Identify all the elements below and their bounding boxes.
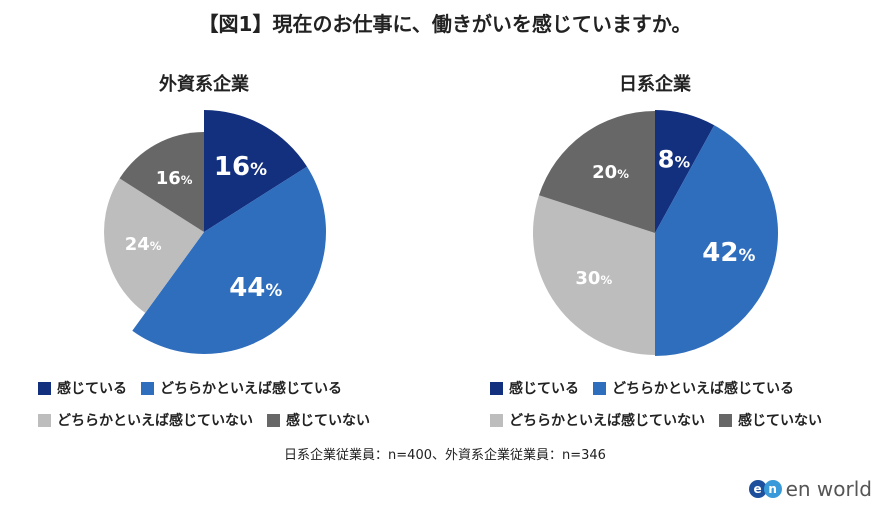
enworld-logo: e n en world <box>748 477 872 501</box>
legend-swatch <box>38 381 51 395</box>
pie-charts: 16% 44% 24% 16% 8% 42% 30% 20% <box>103 110 778 356</box>
legend-swatch <box>267 413 280 427</box>
pie-slice <box>204 110 308 232</box>
legend-label: 感じている <box>509 381 579 397</box>
slice-label: 44% <box>229 273 282 303</box>
sample-note: 日系企業従業員：n=400、外資系企業従業員：n=346 <box>284 448 606 463</box>
pie-slice <box>655 110 715 233</box>
pie-slice <box>655 125 778 356</box>
pie-foreign: 16% 44% 24% 16% <box>103 110 326 354</box>
legend-japanese: 感じている どちらかといえば感じている どちらかといえば感じていない 感じていない <box>490 378 822 430</box>
slice-label: 16% <box>156 168 193 189</box>
slice-label: 42% <box>702 238 755 268</box>
slice-label: 20% <box>592 162 629 183</box>
pie-slice <box>103 178 204 313</box>
legend-swatch <box>141 381 154 395</box>
legend-swatch <box>490 413 503 427</box>
slice-label: 30% <box>575 268 612 289</box>
legend-swatch <box>38 413 51 427</box>
legend-swatch <box>490 381 503 395</box>
pie-slice <box>538 111 655 233</box>
chart-title-japanese: 日系企業 <box>619 74 691 95</box>
slice-label: 16% <box>214 152 267 182</box>
chart-title-foreign: 外資系企業 <box>159 74 249 95</box>
legend-foreign: 感じている どちらかといえば感じている どちらかといえば感じていない 感じていない <box>38 378 370 430</box>
legend-label: どちらかといえば感じていない <box>509 413 705 429</box>
legend-label: どちらかといえば感じている <box>160 381 342 397</box>
legend-label: 感じていない <box>286 413 370 429</box>
pie-slice <box>533 195 655 355</box>
legend-label: 感じていない <box>738 413 822 429</box>
figure-title: 【図1】現在のお仕事に、働きがいを感じていますか。 <box>198 12 692 36</box>
slice-label: 24% <box>125 234 162 255</box>
legend-swatch <box>593 381 606 395</box>
legend-label: どちらかといえば感じていない <box>57 413 253 429</box>
pie-japanese: 8% 42% 30% 20% <box>533 110 778 356</box>
pie-slice <box>132 166 326 354</box>
legend-swatch <box>719 413 732 427</box>
legend-label: 感じている <box>57 381 127 397</box>
pie-slice <box>119 132 204 232</box>
slice-label: 8% <box>658 146 691 174</box>
legend-label: どちらかといえば感じている <box>612 381 794 397</box>
